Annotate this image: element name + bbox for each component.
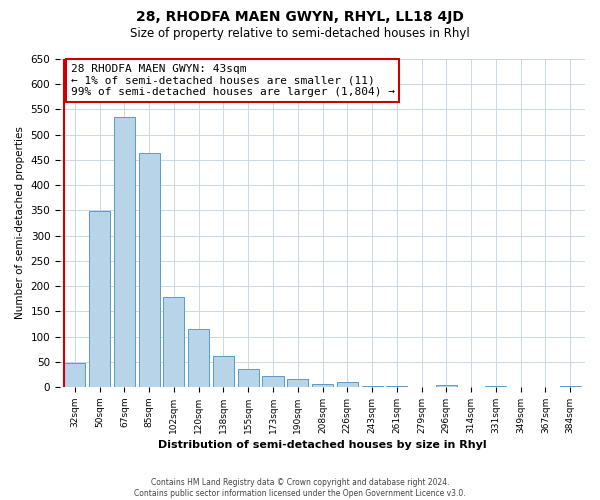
Bar	[89, 212, 110, 387]
Bar	[213, 356, 234, 387]
Bar	[64, 363, 85, 387]
Y-axis label: Number of semi-detached properties: Number of semi-detached properties	[15, 126, 25, 320]
Bar	[139, 154, 160, 387]
X-axis label: Distribution of semi-detached houses by size in Rhyl: Distribution of semi-detached houses by …	[158, 440, 487, 450]
Bar	[386, 386, 407, 387]
Bar	[337, 382, 358, 387]
Bar	[188, 329, 209, 387]
Text: 28 RHODFA MAEN GWYN: 43sqm
← 1% of semi-detached houses are smaller (11)
99% of : 28 RHODFA MAEN GWYN: 43sqm ← 1% of semi-…	[71, 64, 395, 97]
Text: Contains HM Land Registry data © Crown copyright and database right 2024.
Contai: Contains HM Land Registry data © Crown c…	[134, 478, 466, 498]
Bar	[560, 386, 581, 387]
Bar	[163, 297, 184, 387]
Bar	[287, 380, 308, 387]
Bar	[262, 376, 284, 387]
Bar	[114, 117, 135, 387]
Bar	[362, 386, 383, 387]
Text: Size of property relative to semi-detached houses in Rhyl: Size of property relative to semi-detach…	[130, 28, 470, 40]
Bar	[485, 386, 506, 387]
Bar	[436, 386, 457, 387]
Bar	[312, 384, 333, 387]
Text: 28, RHODFA MAEN GWYN, RHYL, LL18 4JD: 28, RHODFA MAEN GWYN, RHYL, LL18 4JD	[136, 10, 464, 24]
Bar	[238, 370, 259, 387]
